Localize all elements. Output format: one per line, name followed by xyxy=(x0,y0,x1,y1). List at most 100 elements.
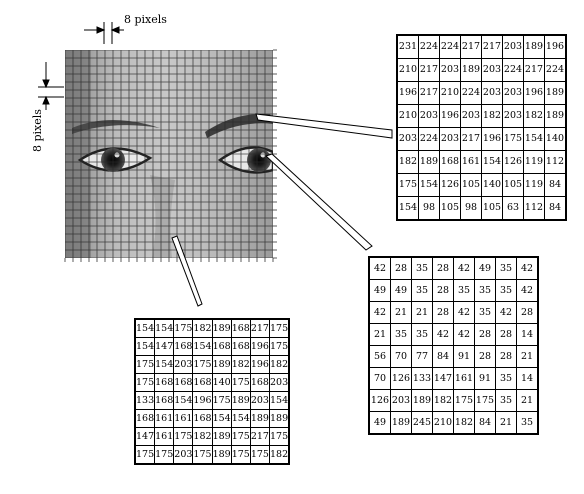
horizontal-dimension-marker xyxy=(84,22,124,44)
pixel-value-cell: 70 xyxy=(390,345,412,368)
table-row: 168 161 161 168 154 154 189 189 xyxy=(134,409,290,428)
pixel-value-cell: 231 xyxy=(396,34,419,59)
pixel-value-cell: 168 xyxy=(154,373,175,392)
pixel-value-cell: 196 xyxy=(249,337,270,356)
pixel-value-cell: 175 xyxy=(134,355,156,374)
pixel-value-cell: 168 xyxy=(173,337,194,356)
pixel-value-cell: 210 xyxy=(396,104,419,128)
pixel-value-cell: 175 xyxy=(230,373,251,392)
pixel-value-cell: 189 xyxy=(211,318,232,338)
pixel-value-cell: 175 xyxy=(453,389,475,412)
pixel-value-cell: 175 xyxy=(134,445,156,465)
pixel-value-cell: 224 xyxy=(418,127,440,151)
pixel-value-cell: 203 xyxy=(249,391,270,410)
pixel-value-cell: 161 xyxy=(173,409,194,428)
table-row: 70 126 133 147 161 91 35 14 xyxy=(368,367,539,390)
table-body-eyebrow: 231 224 224 217 217 203 189 196 210 217 203 189 203 2… xyxy=(396,34,567,221)
pixel-value-cell: 154 xyxy=(173,391,194,410)
pixel-value-cell: 77 xyxy=(411,345,433,368)
pixel-value-cell: 28 xyxy=(432,279,454,302)
pixel-value-cell: 119 xyxy=(523,173,545,197)
pixel-value-cell: 91 xyxy=(453,345,475,368)
pixel-value-cell: 112 xyxy=(544,150,567,174)
pixel-value-cell: 91 xyxy=(474,367,496,390)
pixel-value-cell: 63 xyxy=(502,196,524,221)
pixel-value-cell: 217 xyxy=(460,127,482,151)
pixel-value-cell: 154 xyxy=(523,127,545,151)
table-row: 133 168 154 196 175 189 203 154 xyxy=(134,391,290,410)
pixel-value-cell: 35 xyxy=(390,323,412,346)
pixel-value-cell: 189 xyxy=(268,409,290,428)
horizontal-spacing-label: 8 pixels xyxy=(124,13,167,26)
pixel-value-cell: 133 xyxy=(411,367,433,390)
pixel-value-cell: 14 xyxy=(516,323,539,346)
pixel-value-cell: 203 xyxy=(439,127,461,151)
callout-cheek xyxy=(171,235,203,307)
pixel-value-cell: 182 xyxy=(192,427,213,446)
pixel-value-cell: 189 xyxy=(418,150,440,174)
pixel-value-cell: 161 xyxy=(453,367,475,390)
pixel-value-cell: 182 xyxy=(192,318,213,338)
pixel-value-cell: 42 xyxy=(368,301,391,324)
pixel-value-cell: 42 xyxy=(495,301,517,324)
pixel-value-cell: 42 xyxy=(516,279,539,302)
pixel-value-cell: 154 xyxy=(418,173,440,197)
pixel-value-cell: 105 xyxy=(502,173,524,197)
face-photo xyxy=(65,50,273,258)
pixel-value-cell: 161 xyxy=(460,150,482,174)
pixel-value-cell: 175 xyxy=(249,445,270,465)
pixel-value-cell: 175 xyxy=(502,127,524,151)
pixel-value-cell: 70 xyxy=(368,367,391,390)
pixel-value-cell: 84 xyxy=(544,173,567,197)
pixel-value-cell: 189 xyxy=(249,409,270,428)
pixel-value-cell: 168 xyxy=(211,337,232,356)
table-row: 154 147 168 154 168 168 196 175 xyxy=(134,337,290,356)
pixel-value-cell: 28 xyxy=(474,345,496,368)
pixel-value-cell: 203 xyxy=(502,81,524,105)
pixel-value-cell: 105 xyxy=(439,196,461,221)
pixel-value-cell: 126 xyxy=(439,173,461,197)
pixel-value-cell: 189 xyxy=(211,355,232,374)
pixel-value-cell: 203 xyxy=(439,58,461,82)
pixel-value-cell: 21 xyxy=(390,301,412,324)
pixel-value-cell: 35 xyxy=(495,279,517,302)
pixel-value-cell: 154 xyxy=(134,337,156,356)
pixel-value-cell: 161 xyxy=(154,409,175,428)
pixel-value-cell: 49 xyxy=(368,411,391,435)
pixel-value-cell: 49 xyxy=(474,256,496,280)
pixel-value-cell: 224 xyxy=(439,34,461,59)
table-row: 175 154 126 105 140 105 119 84 xyxy=(396,173,567,197)
pixel-value-cell: 28 xyxy=(432,301,454,324)
pixel-value-cell: 182 xyxy=(396,150,419,174)
pixel-value-cell: 196 xyxy=(439,104,461,128)
table-row: 175 168 168 168 140 175 168 203 xyxy=(134,373,290,392)
pixel-value-cell: 147 xyxy=(154,337,175,356)
pixel-value-cell: 196 xyxy=(481,127,503,151)
pixel-value-cell: 196 xyxy=(192,391,213,410)
pixel-value-cell: 217 xyxy=(249,427,270,446)
pixel-value-cell: 196 xyxy=(544,34,567,59)
pixel-value-cell: 126 xyxy=(390,367,412,390)
table-row: 49 189 245 210 182 84 21 35 xyxy=(368,411,539,435)
pixel-value-cell: 84 xyxy=(432,345,454,368)
pixel-value-cell: 28 xyxy=(495,345,517,368)
pixel-value-cell: 189 xyxy=(523,34,545,59)
table-row: 175 175 203 175 189 175 175 182 xyxy=(134,445,290,465)
pixel-value-cell: 42 xyxy=(453,301,475,324)
pixel-value-cell: 35 xyxy=(411,256,433,280)
pixel-value-cell: 175 xyxy=(211,391,232,410)
pixel-values-cheek: 154 154 175 182 189 168 217 175 154 147 168 154 168 1… xyxy=(134,318,291,465)
pixel-value-cell: 217 xyxy=(249,318,270,338)
pixel-value-cell: 35 xyxy=(453,279,475,302)
pixel-value-cell: 168 xyxy=(192,373,213,392)
table-row: 21 35 35 42 42 28 28 14 xyxy=(368,323,539,346)
pixel-value-cell: 175 xyxy=(268,427,290,446)
pixel-value-cell: 28 xyxy=(474,323,496,346)
pixel-value-cell: 14 xyxy=(516,367,539,390)
pixel-value-cell: 203 xyxy=(460,104,482,128)
pixel-value-cell: 182 xyxy=(453,411,475,435)
pixel-value-cell: 105 xyxy=(481,196,503,221)
pixel-value-cell: 217 xyxy=(523,58,545,82)
table-row: 175 154 203 175 189 182 196 182 xyxy=(134,355,290,374)
table-row: 56 70 77 84 91 28 28 21 xyxy=(368,345,539,368)
